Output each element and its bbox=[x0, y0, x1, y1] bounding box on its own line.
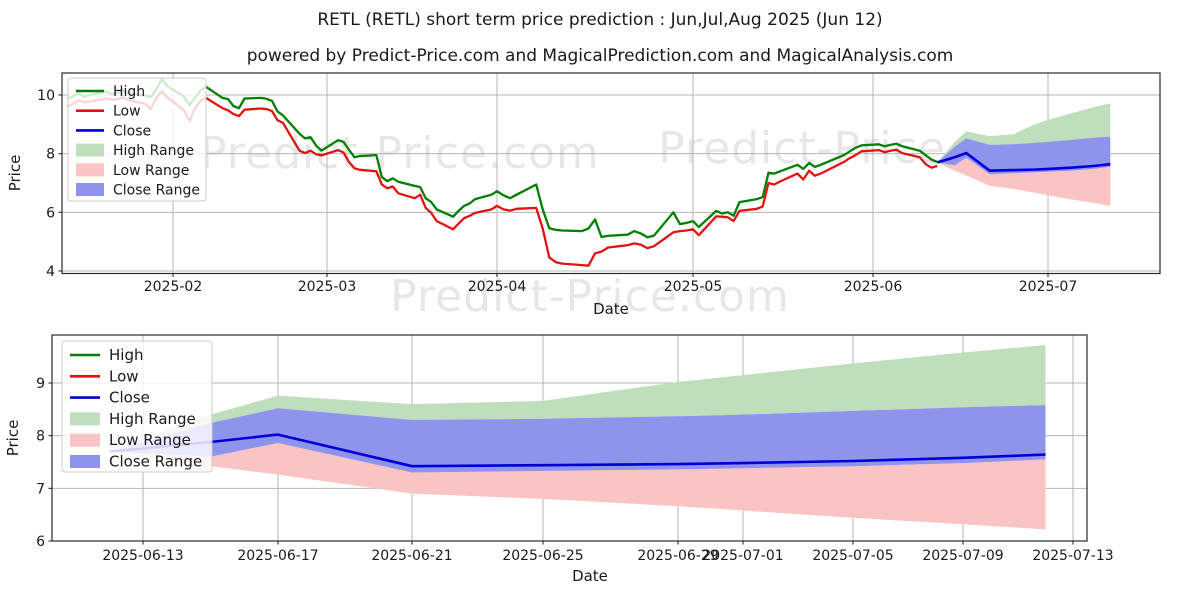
x-tick-label: 2025-06-17 bbox=[237, 548, 318, 564]
x-tick-label: 2025-04 bbox=[468, 279, 527, 295]
watermark-text: Predict-Price.com bbox=[390, 271, 790, 322]
legend-item-label: Close Range bbox=[109, 453, 202, 471]
legend-item-label: High Range bbox=[109, 410, 196, 428]
x-tick-label: 2025-07-13 bbox=[1032, 548, 1113, 564]
y-tick-label: 10 bbox=[37, 88, 55, 104]
close-line bbox=[936, 151, 1111, 172]
close-range-band bbox=[110, 405, 1046, 473]
low-range-band bbox=[110, 443, 1046, 530]
x-tick-label: 2025-07-05 bbox=[812, 548, 893, 564]
x-tick-label: 2025-06 bbox=[844, 279, 903, 295]
legend-item-label: Close bbox=[109, 389, 150, 407]
legend-item-label: Close bbox=[113, 123, 151, 139]
high-range-legend-patch bbox=[70, 412, 100, 426]
y-tick-label: 9 bbox=[36, 376, 45, 392]
top-chart-axes-frame bbox=[61, 72, 1161, 275]
high-range-legend-patch bbox=[76, 143, 104, 157]
legend-item-label: Low Range bbox=[109, 431, 191, 449]
x-tick-label: 2025-03 bbox=[298, 279, 357, 295]
x-tick-label: 2025-07-09 bbox=[922, 548, 1003, 564]
top-x-axis-label: Date bbox=[593, 300, 629, 318]
legend-item-label: High bbox=[113, 84, 145, 100]
high-range-band bbox=[110, 345, 1046, 452]
bottom-x-axis-label: Date bbox=[572, 567, 608, 585]
figure-title: RETL (RETL) short term price prediction … bbox=[317, 10, 882, 30]
close-line bbox=[109, 433, 1046, 468]
x-tick-label: 2025-07 bbox=[1019, 279, 1078, 295]
x-tick-label: 2025-06-13 bbox=[102, 548, 183, 564]
top-chart-ticks: 2025-02 2025-03 2025-04 2025-05 2025-06 2025-… bbox=[37, 88, 1077, 295]
top-chart-legend: High Low Close High Range Low Range Close Ran… bbox=[67, 77, 207, 202]
x-tick-label: 2025-06-21 bbox=[371, 548, 452, 564]
bottom-chart-axes-frame bbox=[51, 334, 1088, 542]
bottom-chart-series bbox=[109, 345, 1046, 530]
high-range-band bbox=[937, 103, 1111, 163]
close-range-legend-patch bbox=[70, 455, 100, 468]
x-tick-label: 2025-07-01 bbox=[702, 548, 783, 564]
legend-item-label: Low Range bbox=[113, 163, 189, 179]
low-range-legend-patch bbox=[70, 433, 100, 447]
y-tick-label: 6 bbox=[46, 205, 55, 221]
y-tick-label: 8 bbox=[36, 429, 45, 445]
x-tick-label: 2025-02 bbox=[144, 279, 203, 295]
bottom-chart: Predict-Price.com Predict-Price.com 2025… bbox=[4, 334, 1114, 585]
bottom-chart-ticks: 2025-06-13 2025-06-17 2025-06-21 2025-06-25… bbox=[36, 376, 1114, 564]
legend-item-label: High bbox=[109, 346, 143, 364]
watermark-text: Predict-Price.com bbox=[200, 128, 600, 179]
y-tick-label: 8 bbox=[46, 147, 55, 163]
legend-item-label: Close Range bbox=[113, 183, 200, 199]
top-chart: Predict-Price.com Predict-Price.com 2025… bbox=[6, 72, 1161, 318]
x-tick-label: 2025-06-25 bbox=[502, 548, 583, 564]
bottom-chart-legend: High Low Close High Range Low Range Close Ran… bbox=[61, 340, 213, 473]
x-tick-label: 2025-05 bbox=[664, 279, 723, 295]
top-y-axis-label: Price bbox=[6, 155, 24, 192]
legend-item-label: Low bbox=[109, 367, 139, 385]
y-tick-label: 4 bbox=[46, 264, 55, 280]
legend-item-label: High Range bbox=[113, 143, 194, 159]
figure-subtitle: powered by Predict-Price.com and Magical… bbox=[247, 46, 954, 66]
legend-item-label: Low bbox=[113, 104, 141, 120]
low-range-band bbox=[937, 157, 1111, 206]
y-tick-label: 6 bbox=[36, 534, 45, 550]
close-range-legend-patch bbox=[76, 183, 104, 196]
y-tick-label: 7 bbox=[36, 481, 45, 497]
bottom-y-axis-label: Price bbox=[4, 420, 22, 457]
x-tick-label: 2025-06-29 bbox=[637, 548, 718, 564]
low-range-legend-patch bbox=[76, 163, 104, 177]
